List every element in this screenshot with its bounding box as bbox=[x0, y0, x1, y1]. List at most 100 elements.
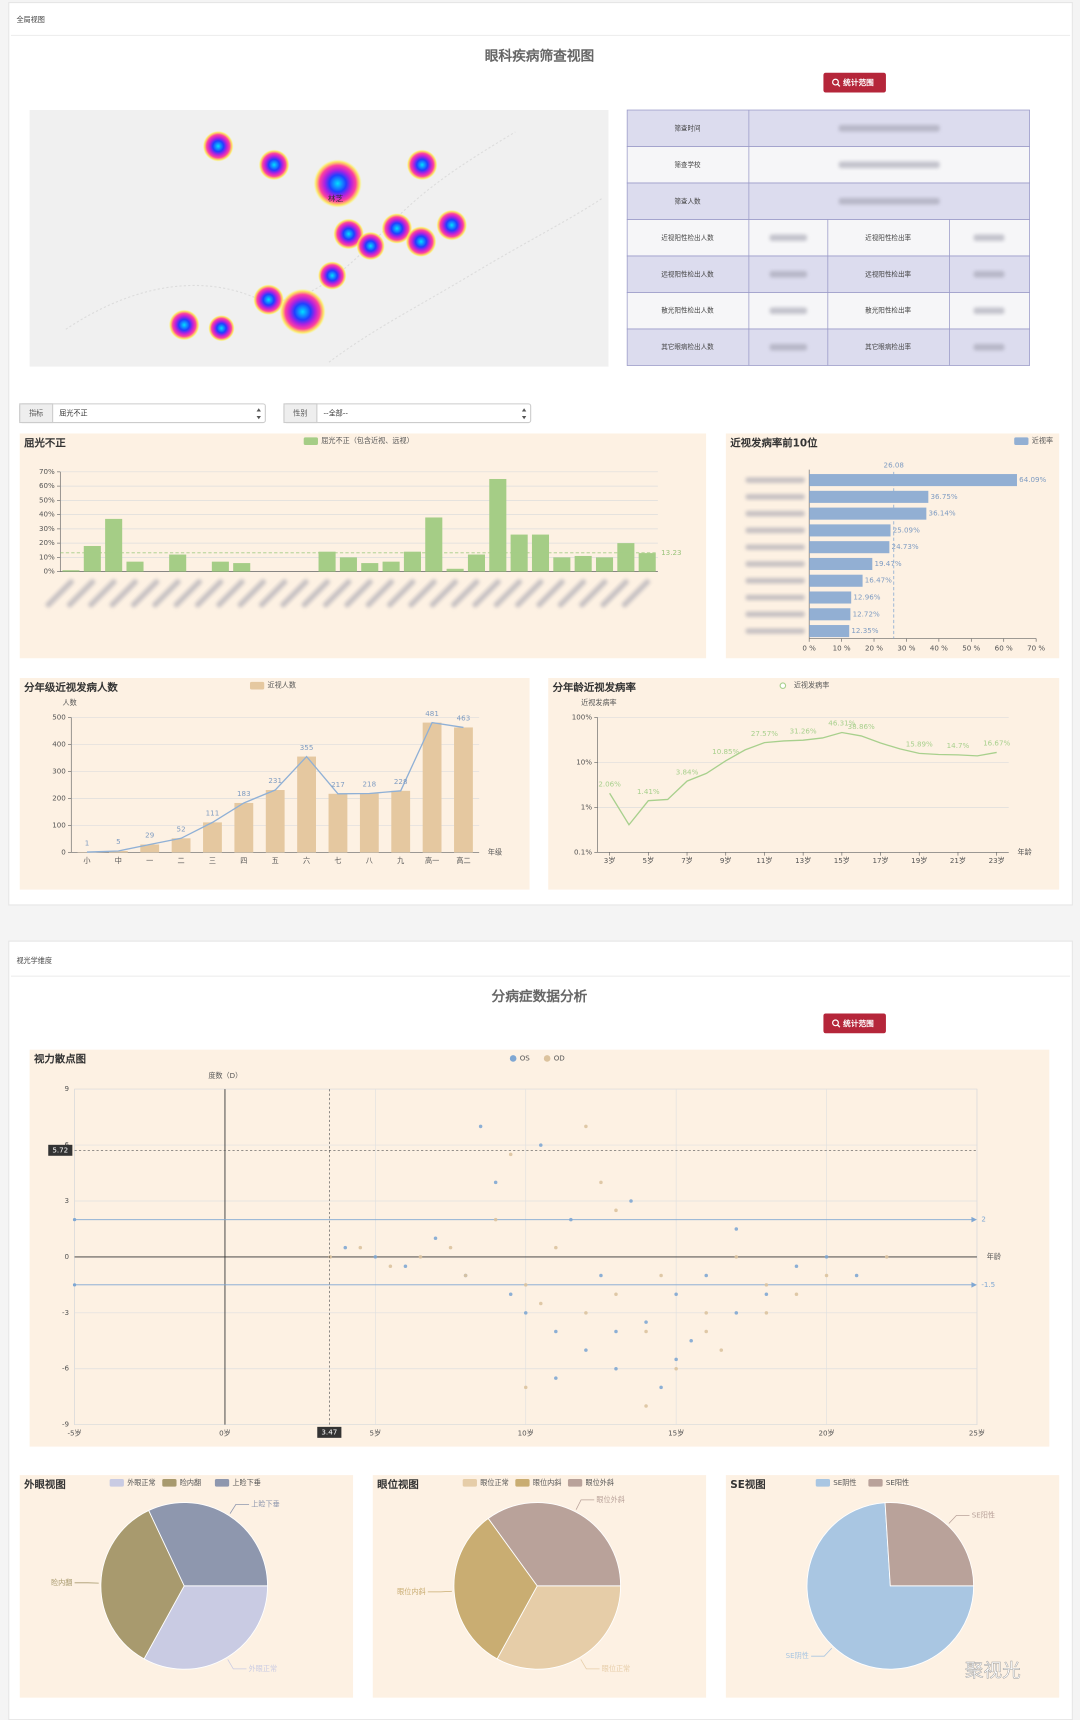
x-tick-label: 10岁 bbox=[518, 1428, 534, 1437]
legend-swatch bbox=[779, 682, 787, 689]
table-row bbox=[626, 328, 1030, 366]
pie-label: 眼位外斜 bbox=[596, 1495, 624, 1504]
legend-swatch bbox=[567, 1478, 583, 1487]
legend-swatch bbox=[509, 1055, 517, 1062]
blurred-text bbox=[973, 307, 1005, 315]
scatter-point bbox=[584, 1311, 588, 1315]
value-label: 29 bbox=[145, 831, 155, 840]
blurred-text bbox=[194, 579, 224, 608]
legend-label: 近视率 bbox=[1032, 436, 1053, 445]
scatter-point bbox=[599, 1273, 603, 1278]
select-label: 指标 bbox=[29, 409, 43, 418]
blurred-text bbox=[579, 579, 608, 608]
legend-label: SE阳性 bbox=[886, 1478, 909, 1487]
bar bbox=[446, 568, 464, 572]
blurred-text bbox=[536, 579, 565, 608]
y-axis-name: 近视发病率 bbox=[581, 698, 617, 707]
heat-spot bbox=[317, 261, 347, 290]
scatter-point bbox=[493, 1217, 498, 1222]
blurred-text bbox=[280, 579, 309, 608]
x-axis-name: 年龄 bbox=[987, 1252, 1001, 1261]
chart-title: 眼位视图 bbox=[377, 1478, 419, 1491]
blurred-text bbox=[429, 579, 459, 608]
bar bbox=[339, 557, 357, 572]
legend-swatch bbox=[109, 1478, 124, 1487]
table-label: 近视阳性检出人数 bbox=[661, 233, 714, 242]
bar bbox=[233, 563, 251, 572]
blurred-text bbox=[838, 197, 940, 205]
legend-label: 眼位内斜 bbox=[533, 1478, 561, 1487]
blurred-text bbox=[344, 579, 373, 608]
scatter-point bbox=[584, 1124, 588, 1129]
watermark: 聚视光 bbox=[965, 1661, 1021, 1682]
legend-swatch bbox=[515, 1478, 530, 1487]
stat-range-button[interactable]: 统计范围 bbox=[823, 1013, 886, 1034]
blurred-text bbox=[472, 579, 501, 608]
table-row bbox=[626, 109, 1030, 147]
blurred-text bbox=[451, 579, 480, 608]
bar bbox=[297, 756, 316, 853]
scatter-point bbox=[343, 1245, 348, 1250]
pie-label: 外眼正常 bbox=[249, 1664, 277, 1673]
scatter-point bbox=[824, 1273, 829, 1278]
bar bbox=[809, 490, 929, 503]
scatter-point bbox=[644, 1320, 648, 1324]
bar bbox=[809, 591, 852, 604]
blurred-text bbox=[973, 270, 1005, 278]
select-arrows bbox=[256, 408, 261, 420]
chart-panel bbox=[19, 677, 530, 890]
select-box bbox=[283, 403, 532, 424]
crosshair-label-bg bbox=[48, 1144, 73, 1156]
scatter-point bbox=[554, 1245, 558, 1250]
x-axis-name: 年龄 bbox=[1018, 847, 1032, 856]
value-label: 111 bbox=[206, 809, 220, 818]
scatter-point bbox=[734, 1255, 739, 1259]
table-label: 近视阳性检出率 bbox=[865, 233, 911, 242]
x-tick-label: 四 bbox=[240, 856, 247, 865]
scatter-point bbox=[554, 1376, 558, 1380]
stat-range-button[interactable]: 统计范围 bbox=[823, 72, 886, 93]
x-tick-label: 五 bbox=[272, 856, 279, 865]
legend-label: 眼位外斜 bbox=[586, 1478, 614, 1487]
table-label: 其它眼病检出人数 bbox=[661, 342, 714, 351]
mark-line-arrow bbox=[971, 1282, 977, 1288]
blurred-text bbox=[745, 544, 805, 550]
mark-line-arrow bbox=[971, 1216, 977, 1223]
table-label: 筛查学校 bbox=[674, 160, 701, 169]
y-tick-label: 0 bbox=[61, 847, 66, 856]
scatter-point bbox=[659, 1273, 663, 1278]
value-label: 31.26% bbox=[790, 726, 817, 735]
y-tick-label: 400 bbox=[52, 739, 66, 748]
filter-select[interactable]: 指标 屈光不正 bbox=[19, 403, 266, 424]
blurred-text bbox=[745, 628, 805, 634]
bar bbox=[361, 563, 379, 572]
bar bbox=[574, 555, 592, 572]
blurred-text bbox=[769, 234, 807, 242]
legend-label: 外眼正常 bbox=[127, 1478, 155, 1487]
bar bbox=[391, 790, 411, 853]
bar bbox=[211, 561, 229, 572]
table-label: 筛查人数 bbox=[674, 196, 701, 205]
table-label: 远视阳性检出率 bbox=[865, 269, 911, 278]
x-tick-label: 中 bbox=[115, 856, 122, 865]
scatter-point bbox=[734, 1311, 739, 1315]
scatter-point bbox=[433, 1236, 438, 1241]
scatter-point bbox=[614, 1208, 618, 1213]
scatter-point bbox=[523, 1283, 528, 1287]
legend-label: 睑内翻 bbox=[180, 1478, 201, 1487]
blurred-text bbox=[386, 579, 416, 608]
bar bbox=[510, 534, 528, 572]
y-tick-label: 6 bbox=[65, 1140, 70, 1149]
y-tick-label: 10% bbox=[576, 757, 592, 766]
y-tick-label: 9 bbox=[65, 1084, 70, 1093]
pie-slice bbox=[143, 1585, 268, 1670]
blurred-text bbox=[769, 307, 807, 315]
blurred-text bbox=[493, 579, 523, 608]
scatter-point bbox=[629, 1199, 633, 1203]
bar bbox=[454, 727, 473, 853]
value-label: 64.09% bbox=[1019, 475, 1046, 484]
blurred-text bbox=[88, 579, 117, 608]
pie-slice bbox=[100, 1509, 185, 1660]
filter-select[interactable]: 性别 --全部-- bbox=[283, 403, 532, 424]
